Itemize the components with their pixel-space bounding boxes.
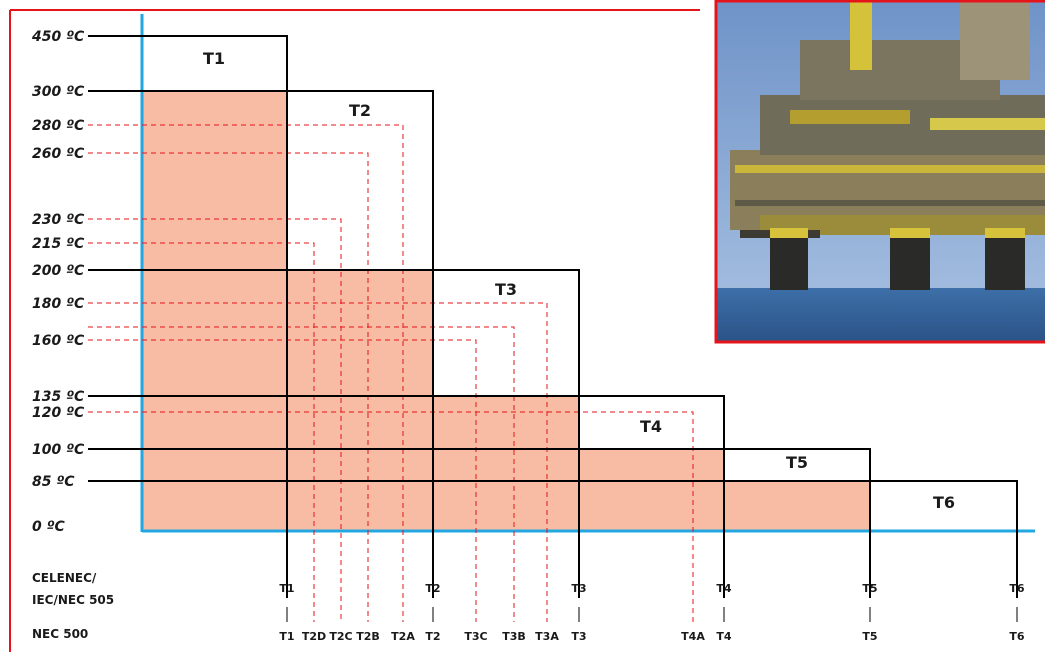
subclass-line-t2d bbox=[88, 242, 315, 622]
temperature-label: 180 ºC bbox=[32, 296, 85, 312]
subclass-dashed-lines bbox=[88, 124, 694, 622]
temperature-label: 450 ºC bbox=[31, 29, 85, 45]
nec-code: T3 bbox=[571, 630, 586, 643]
iec-code: T5 bbox=[862, 582, 877, 595]
iec-code: T3 bbox=[571, 582, 586, 595]
subclass-line-t2a bbox=[88, 124, 404, 622]
temperature-label: 85 ºC bbox=[32, 474, 75, 490]
class-boundary-t2 bbox=[88, 90, 434, 598]
red-frame bbox=[9, 9, 700, 652]
class-boundary-t6 bbox=[88, 480, 1018, 598]
nec-standard-label: NEC 500 bbox=[32, 627, 88, 641]
subclass-line-t2c bbox=[88, 218, 342, 622]
temperature-label: 100 ºC bbox=[32, 442, 85, 458]
temperature-label: 260 ºC bbox=[32, 146, 85, 162]
shaded-region bbox=[142, 91, 870, 531]
class-boundary-lines bbox=[88, 35, 1018, 598]
photo-frame bbox=[714, 0, 1045, 344]
temperature-label: 0 ºC bbox=[32, 519, 66, 535]
class-boundary-t3 bbox=[88, 269, 580, 598]
class-label-t4: T4 bbox=[640, 417, 662, 436]
iec-standard-label-line2: IEC/NEC 505 bbox=[32, 593, 114, 607]
subclass-line-t4a bbox=[88, 411, 694, 622]
nec-codes: T1 T2D T2C T2B T2A T2 T3C T3B T3A T3 T4A T4 T5 T6 bbox=[279, 630, 1025, 643]
temperature-labels: 450 ºC 300 ºC 280 ºC 260 ºC 230 ºC 215 ºC 200 … bbox=[31, 29, 85, 535]
class-label-t3: T3 bbox=[495, 280, 517, 299]
iec-code: T2 bbox=[425, 582, 440, 595]
nec-code: T2C bbox=[329, 630, 352, 643]
nec-code: T3C bbox=[464, 630, 487, 643]
offshore-platform-photo bbox=[714, 0, 1045, 344]
nec-code: T3A bbox=[535, 630, 559, 643]
iec-standard-label-line1: CELENEC/ bbox=[32, 571, 97, 585]
nec-code: T2 bbox=[425, 630, 440, 643]
nec-code: T2D bbox=[302, 630, 326, 643]
nec-code: T3B bbox=[502, 630, 526, 643]
temperature-label: 280 ºC bbox=[32, 118, 85, 134]
class-boundary-t5 bbox=[88, 448, 871, 598]
nec-code: T2A bbox=[391, 630, 415, 643]
nec-code: T4 bbox=[716, 630, 732, 643]
temperature-label: 230 ºC bbox=[32, 212, 85, 228]
nec-code: T2B bbox=[356, 630, 380, 643]
iec-code: T4 bbox=[716, 582, 732, 595]
temperature-label: 200 ºC bbox=[32, 263, 85, 279]
temperature-label: 160 ºC bbox=[32, 333, 85, 349]
iec-code: T1 bbox=[279, 582, 294, 595]
temperature-label: 135 ºC bbox=[32, 389, 85, 405]
class-boundary-t4 bbox=[88, 395, 725, 598]
class-boundary-t1 bbox=[88, 35, 288, 598]
class-label-t6: T6 bbox=[933, 493, 955, 512]
nec-code: T5 bbox=[862, 630, 877, 643]
class-label-t1: T1 bbox=[203, 49, 225, 68]
subclass-line-t2b bbox=[88, 152, 369, 622]
iec-code: T6 bbox=[1009, 582, 1025, 595]
nec-code: T6 bbox=[1009, 630, 1025, 643]
nec-code: T4A bbox=[681, 630, 705, 643]
class-labels: T1 T2 T3 T4 T5 T6 bbox=[203, 49, 955, 512]
nec-code: T1 bbox=[279, 630, 294, 643]
class-label-t5: T5 bbox=[786, 453, 808, 472]
subclass-line-t3a bbox=[88, 302, 548, 622]
temperature-label: 300 ºC bbox=[32, 84, 85, 100]
temperature-label: 215 ºC bbox=[32, 236, 85, 252]
class-label-t2: T2 bbox=[349, 101, 371, 120]
subclass-line-t3c bbox=[88, 339, 477, 622]
iec-codes: T1 T2 T3 T4 T5 T6 bbox=[279, 582, 1025, 622]
temperature-label: 120 ºC bbox=[32, 405, 85, 421]
subclass-line-t3b bbox=[88, 326, 515, 622]
axes bbox=[140, 14, 1035, 533]
